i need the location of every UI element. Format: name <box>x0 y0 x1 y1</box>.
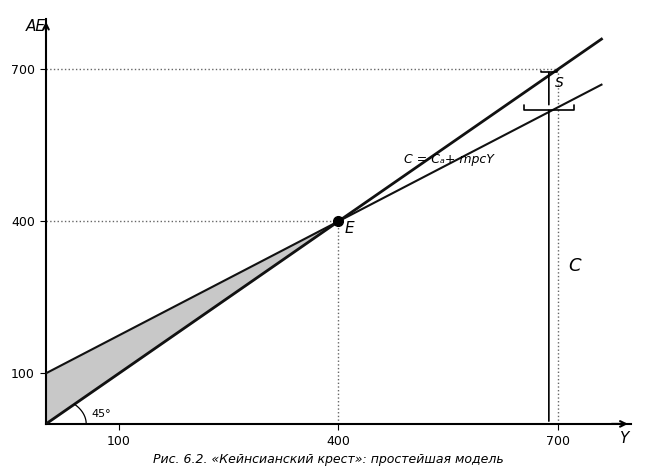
Text: Рис. 6.2. «Кейнсианский крест»: простейшая модель: Рис. 6.2. «Кейнсианский крест»: простейш… <box>153 453 504 466</box>
Text: E: E <box>344 220 354 236</box>
Text: C = Cₐ+ mpcY: C = Cₐ+ mpcY <box>404 153 494 166</box>
Text: S: S <box>555 76 564 90</box>
Text: AE: AE <box>26 19 45 34</box>
Text: Y: Y <box>619 431 628 446</box>
Text: C: C <box>568 257 581 275</box>
Text: 45°: 45° <box>91 409 111 419</box>
